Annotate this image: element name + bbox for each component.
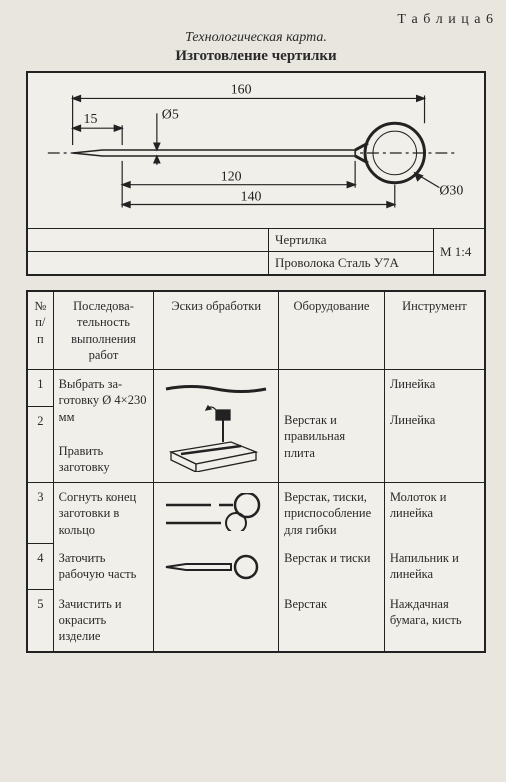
- table-row: 1 Выбрать за­готовку Ø 4×230 мм Править …: [27, 370, 485, 407]
- row-num: 3: [27, 483, 53, 544]
- title: Изготовление чертилки: [18, 48, 494, 65]
- sketch-cell: [154, 370, 279, 483]
- tool-cell: Линейка: [384, 370, 485, 407]
- tool-cell: Линейка: [384, 406, 485, 482]
- tool-cell: Молоток и линейка: [384, 483, 485, 544]
- row-num: 1: [27, 370, 53, 407]
- drawing-panel: 160 15 Ø5 120 140 Ø30 Чертилка М 1:4 Про…: [26, 71, 486, 276]
- col-tool: Инструмент: [384, 291, 485, 370]
- drawing-info: Чертилка М 1:4 Проволока Сталь У7А: [28, 228, 484, 274]
- col-number: № п/п: [27, 291, 53, 370]
- material: Проволока Сталь У7А: [268, 252, 433, 274]
- part-name: Чертилка: [268, 229, 433, 252]
- svg-text:140: 140: [241, 190, 262, 205]
- sequence-cell: Заточить рабочую часть: [53, 544, 154, 590]
- tool-cell: Напильник и линейка: [384, 544, 485, 590]
- row-num: 5: [27, 590, 53, 652]
- equip-cell: Верстак и правильная плита: [279, 406, 385, 482]
- subtitle: Технологическая карта.: [18, 30, 494, 46]
- scale: М 1:4: [433, 229, 488, 274]
- table-row: 3 Согнуть ко­нец заготовки в кольцо Верс…: [27, 483, 485, 544]
- sequence-cell: Согнуть ко­нец заготовки в кольцо: [53, 483, 154, 544]
- technical-drawing: 160 15 Ø5 120 140 Ø30: [28, 73, 484, 228]
- sequence-cell: Выбрать за­готовку Ø 4×230 мм Править за…: [53, 370, 154, 483]
- sketch-cell: [154, 483, 279, 544]
- sketch-cell: [154, 544, 279, 590]
- tool-cell: Наждачная бумага, кисть: [384, 590, 485, 652]
- svg-text:Ø5: Ø5: [162, 107, 179, 122]
- col-sequence: Последова­тельность выполнения работ: [53, 291, 154, 370]
- row-num: 4: [27, 544, 53, 590]
- table-row: 5 Зачистить и окрасить изделие Верстак Н…: [27, 590, 485, 652]
- svg-text:120: 120: [221, 170, 242, 185]
- col-equipment: Оборудование: [279, 291, 385, 370]
- process-table: № п/п Последова­тельность выполнения раб…: [26, 290, 486, 653]
- sketch-cell: [154, 590, 279, 652]
- equip-cell: Верстак и тиски: [279, 544, 385, 590]
- table-row: 4 Заточить рабочую часть Верстак и тиски…: [27, 544, 485, 590]
- svg-text:Ø30: Ø30: [439, 184, 463, 199]
- svg-text:15: 15: [84, 112, 98, 127]
- table-number: Т а б л и ц а 6: [18, 12, 494, 28]
- equip-cell: [279, 370, 385, 407]
- sequence-cell: Зачистить и окрасить изделие: [53, 590, 154, 652]
- col-sketch: Эскиз обработки: [154, 291, 279, 370]
- svg-text:160: 160: [231, 83, 252, 98]
- drawing-area: 160 15 Ø5 120 140 Ø30: [28, 73, 484, 228]
- equip-cell: Верстак, тис­ки, приспо­собление для гиб…: [279, 483, 385, 544]
- row-num: 2: [27, 406, 53, 482]
- equip-cell: Верстак: [279, 590, 385, 652]
